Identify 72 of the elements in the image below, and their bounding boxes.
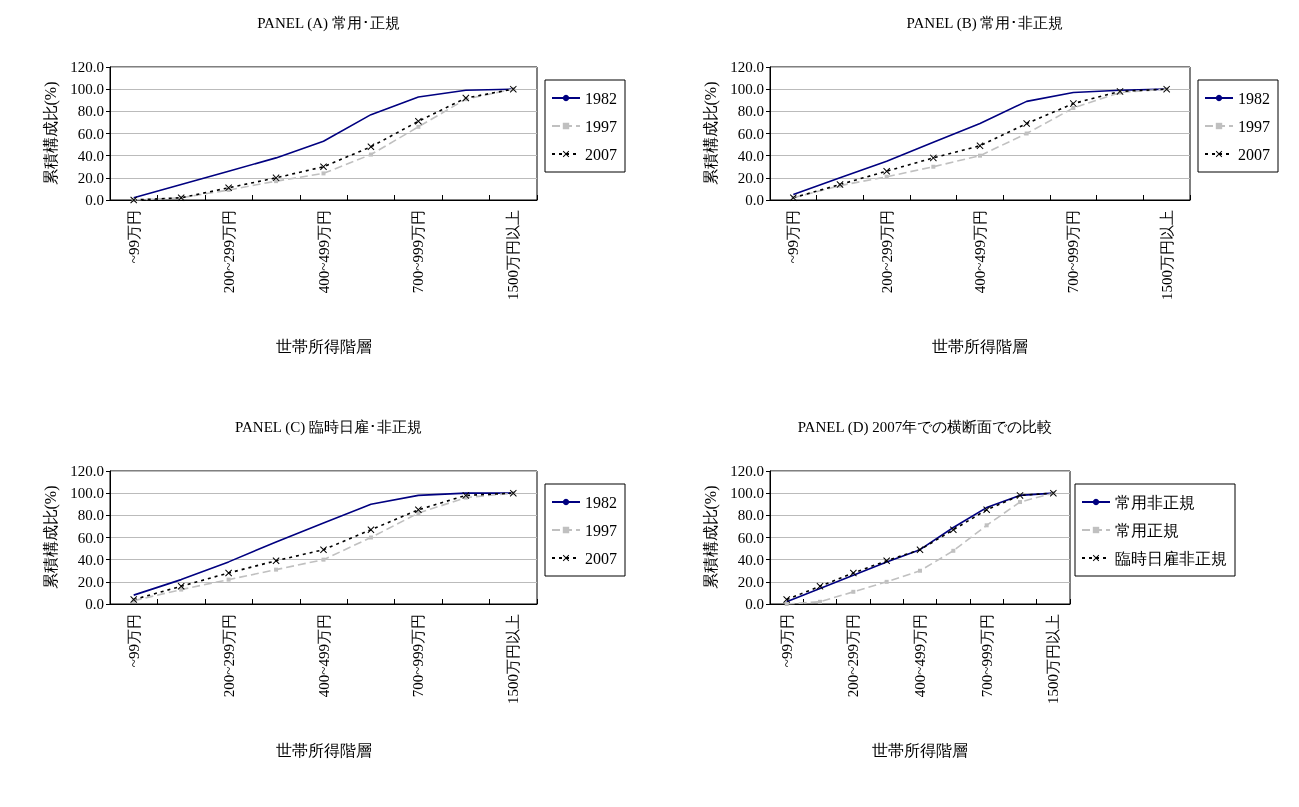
- y-tick-label: 60.0: [77, 529, 104, 546]
- x-tick-label: 700~999万円: [1065, 210, 1082, 294]
- chart-title: PANEL (D) 2007年での横断面での比較: [797, 418, 1053, 436]
- y-tick-label: 100.0: [70, 485, 104, 502]
- y-axis-title: 累積構成比(%): [701, 81, 720, 186]
- y-axis-title: 累積構成比(%): [701, 485, 720, 590]
- x-tick-label: 700~999万円: [410, 210, 427, 294]
- x-axis-title: 世帯所得階層: [932, 337, 1028, 355]
- legend-label: 1982: [1238, 89, 1270, 107]
- legend-label: 常用正規: [1115, 521, 1179, 539]
- y-tick-label: 60.0: [737, 529, 764, 546]
- x-axis-title: 世帯所得階層: [872, 741, 968, 759]
- y-tick-label: 80.0: [77, 103, 104, 120]
- x-tick-label: 700~999万円: [978, 614, 995, 698]
- chart-title: PANEL (C) 臨時日雇･非正規: [235, 418, 422, 436]
- x-tick-label: 700~999万円: [410, 614, 427, 698]
- y-tick-label: 120.0: [730, 463, 764, 479]
- x-tick-label: ~99万円: [125, 614, 142, 668]
- y-tick-label: 100.0: [730, 81, 764, 98]
- legend-label: 1997: [585, 117, 617, 135]
- y-tick-label: 40.0: [737, 551, 764, 568]
- y-tick-label: 80.0: [737, 507, 764, 524]
- x-tick-label: 200~299万円: [220, 210, 237, 294]
- y-tick-label: 60.0: [77, 125, 104, 142]
- y-tick-label: 0.0: [85, 596, 104, 612]
- x-tick-label: ~99万円: [778, 614, 795, 668]
- y-tick-label: 0.0: [85, 192, 104, 208]
- x-tick-label: 1500万円以上: [1158, 210, 1175, 300]
- legend-label: 2007: [585, 549, 617, 567]
- y-axis-title: 累積構成比(%): [41, 485, 60, 590]
- x-tick-label: 1500万円以上: [505, 210, 522, 300]
- legend-label: 1997: [1238, 117, 1270, 135]
- x-tick-label: ~99万円: [125, 210, 142, 264]
- y-tick-label: 80.0: [737, 103, 764, 120]
- legend-label: 2007: [585, 145, 617, 163]
- x-tick-label: 200~299万円: [845, 614, 862, 698]
- x-tick-label: 400~499万円: [912, 614, 928, 698]
- y-tick-label: 20.0: [737, 573, 764, 590]
- chart-title: PANEL (B) 常用･非正規: [906, 14, 1064, 32]
- x-tick-label: 200~299万円: [878, 210, 895, 294]
- y-tick-label: 20.0: [737, 169, 764, 186]
- legend-label: 1982: [585, 89, 617, 107]
- x-axis-title: 世帯所得階層: [275, 741, 372, 759]
- legend-label: 1982: [585, 493, 617, 511]
- x-axis-title: 世帯所得階層: [275, 337, 372, 355]
- y-tick-label: 20.0: [77, 169, 104, 186]
- legend-label: 臨時日雇非正規: [1115, 549, 1227, 567]
- x-tick-label: ~99万円: [785, 210, 802, 264]
- y-tick-label: 120.0: [70, 463, 104, 479]
- y-tick-label: 40.0: [737, 147, 764, 164]
- y-tick-label: 120.0: [70, 59, 104, 75]
- y-tick-label: 100.0: [730, 485, 764, 502]
- y-tick-label: 40.0: [77, 551, 104, 568]
- y-axis-title: 累積構成比(%): [41, 81, 60, 186]
- x-tick-label: 200~299万円: [220, 614, 237, 698]
- x-tick-label: 1500万円以上: [505, 614, 522, 704]
- y-tick-label: 0.0: [745, 192, 764, 208]
- y-tick-label: 0.0: [745, 596, 764, 612]
- y-tick-label: 20.0: [77, 573, 104, 590]
- y-tick-label: 80.0: [77, 507, 104, 524]
- x-tick-label: 400~499万円: [315, 614, 332, 698]
- x-tick-label: 400~499万円: [972, 210, 988, 294]
- y-tick-label: 60.0: [737, 125, 764, 142]
- legend-label: 1997: [585, 521, 617, 539]
- y-tick-label: 120.0: [730, 59, 764, 75]
- x-tick-label: 1500万円以上: [1045, 614, 1062, 704]
- legend-label: 常用非正規: [1115, 493, 1195, 511]
- y-tick-label: 100.0: [70, 81, 104, 98]
- chart-title: PANEL (A) 常用･正規: [257, 14, 400, 32]
- y-tick-label: 40.0: [77, 147, 104, 164]
- x-tick-label: 400~499万円: [315, 210, 332, 294]
- legend-label: 2007: [1238, 145, 1270, 163]
